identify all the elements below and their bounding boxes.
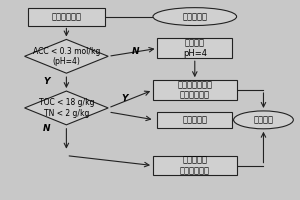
Text: N: N (43, 124, 51, 133)
Text: N: N (131, 47, 139, 56)
Text: 添加淤滤功能菌
进行生物淤滤: 添加淤滤功能菌 进行生物淤滤 (177, 80, 212, 100)
Text: Y: Y (122, 94, 128, 103)
Text: TOC < 18 g/kg
TN < 2 g/kg: TOC < 18 g/kg TN < 2 g/kg (39, 98, 94, 118)
Polygon shape (25, 91, 108, 125)
FancyBboxPatch shape (28, 8, 105, 26)
Text: 补充营养剂: 补充营养剂 (182, 115, 207, 124)
Ellipse shape (234, 111, 293, 129)
FancyBboxPatch shape (158, 112, 232, 128)
FancyBboxPatch shape (153, 156, 237, 175)
Polygon shape (25, 39, 108, 73)
FancyBboxPatch shape (158, 38, 232, 58)
Text: 利用土著菌
进行生物淤滤: 利用土著菌 进行生物淤滤 (180, 156, 210, 175)
Text: 理化性质检测: 理化性质检测 (51, 12, 81, 21)
Text: ACC < 0.3 mol/kg
(pH=4): ACC < 0.3 mol/kg (pH=4) (33, 47, 100, 66)
Text: Y: Y (44, 77, 50, 86)
Text: 沉积物采集: 沉积物采集 (182, 12, 207, 21)
Text: 淤滤结束: 淤滤结束 (254, 115, 274, 124)
Ellipse shape (153, 8, 237, 26)
Text: 预酸化至
pH=4: 预酸化至 pH=4 (183, 39, 207, 58)
FancyBboxPatch shape (153, 80, 237, 100)
